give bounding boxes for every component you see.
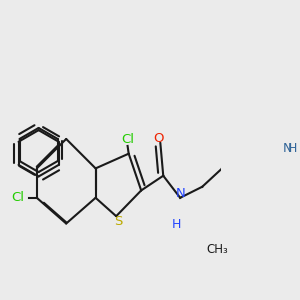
Text: Cl: Cl <box>11 191 24 204</box>
Text: S: S <box>114 214 122 227</box>
Text: Cl: Cl <box>121 133 134 146</box>
Text: CH₃: CH₃ <box>207 243 228 256</box>
Text: H: H <box>288 142 297 155</box>
Text: N: N <box>283 142 292 155</box>
Text: N: N <box>175 187 185 200</box>
Text: H: H <box>172 218 181 231</box>
Text: O: O <box>153 132 164 145</box>
